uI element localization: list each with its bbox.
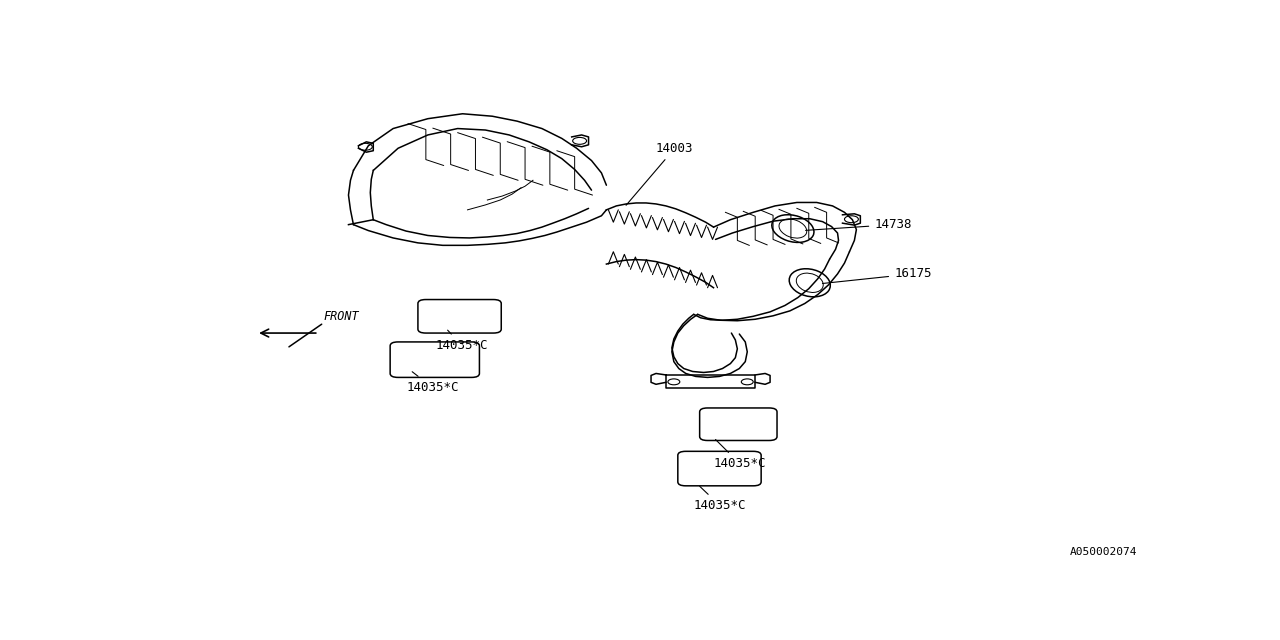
Text: A050002074: A050002074 (1070, 547, 1137, 557)
Text: 14035*C: 14035*C (435, 330, 488, 352)
Ellipse shape (796, 273, 823, 292)
Text: 16175: 16175 (823, 268, 932, 284)
FancyBboxPatch shape (700, 408, 777, 440)
Text: 14738: 14738 (805, 218, 911, 231)
Text: FRONT: FRONT (324, 310, 360, 323)
Text: 14003: 14003 (626, 141, 694, 205)
FancyBboxPatch shape (390, 342, 480, 378)
Text: 14035*C: 14035*C (406, 372, 458, 394)
Ellipse shape (790, 269, 831, 297)
Text: 14035*C: 14035*C (713, 440, 765, 470)
Text: 14035*C: 14035*C (694, 486, 746, 512)
FancyBboxPatch shape (417, 300, 502, 333)
FancyBboxPatch shape (678, 451, 762, 486)
Ellipse shape (780, 219, 806, 238)
Ellipse shape (772, 215, 814, 243)
